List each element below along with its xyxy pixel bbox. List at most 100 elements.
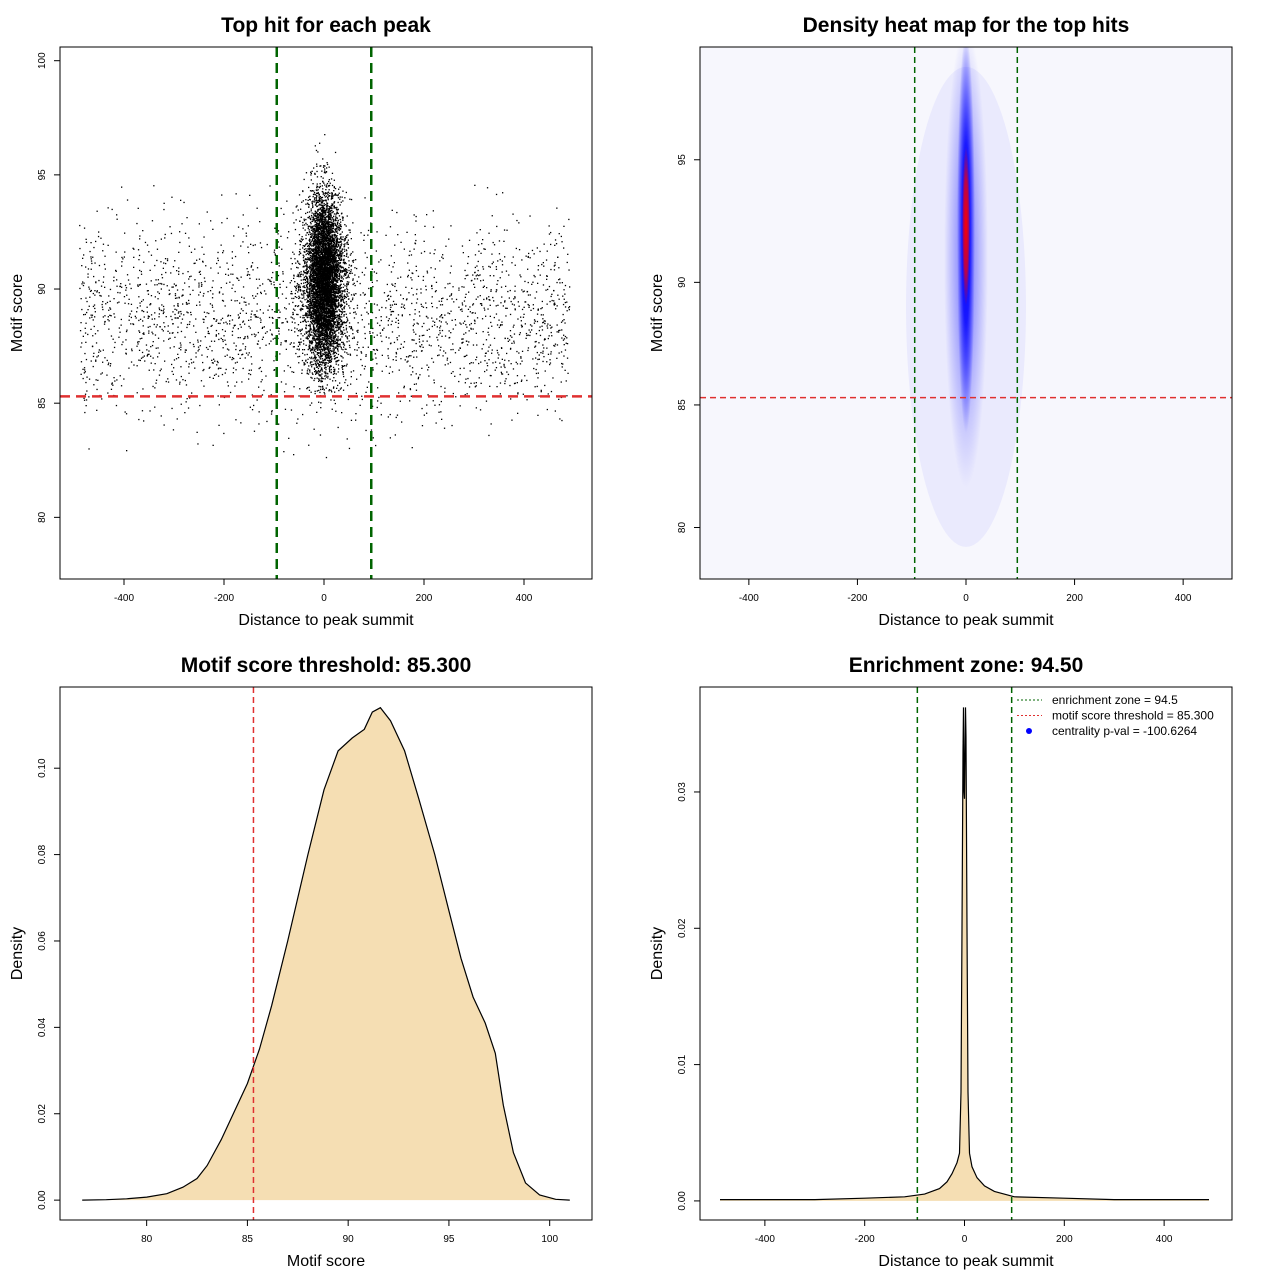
- scatter-point: [311, 274, 313, 277]
- scatter-point: [310, 272, 312, 274]
- scatter-point: [334, 230, 337, 232]
- scatter-point: [324, 193, 326, 195]
- scatter-point: [348, 335, 350, 337]
- scatter-point: [346, 288, 348, 290]
- scatter-point: [329, 231, 331, 233]
- scatter-point: [331, 172, 334, 174]
- scatter-point: [336, 273, 338, 276]
- scatter-point: [324, 196, 326, 198]
- scatter-point: [331, 230, 333, 232]
- scatter-point: [325, 243, 327, 245]
- scatter-point: [303, 286, 305, 288]
- scatter-point: [345, 335, 347, 337]
- scatter-point: [338, 241, 341, 243]
- scatter-point: [338, 278, 340, 280]
- scatter-point: [310, 331, 312, 333]
- scatter-point: [331, 320, 333, 322]
- scatter-point: [310, 248, 312, 250]
- scatter-point: [307, 320, 309, 323]
- scatter-point: [323, 224, 325, 226]
- scatter-point: [340, 271, 342, 274]
- scatter-point: [315, 263, 317, 265]
- scatter-point: [329, 309, 332, 311]
- scatter-point: [337, 292, 339, 295]
- scatter-point: [325, 218, 327, 221]
- scatter-point: [306, 202, 309, 204]
- scatter-point: [336, 319, 338, 321]
- scatter-point: [315, 217, 317, 219]
- scatter-point: [315, 204, 317, 206]
- scatter-point: [314, 255, 316, 257]
- scatter-point: [332, 195, 334, 197]
- scatter-point: [317, 283, 319, 285]
- scatter-point: [318, 363, 320, 366]
- scatter-point: [299, 288, 301, 291]
- scatter-point: [320, 361, 322, 363]
- scatter-point: [318, 276, 320, 278]
- scatter-point: [330, 250, 332, 253]
- scatter-point: [329, 294, 331, 297]
- scatter-point: [299, 220, 301, 222]
- scatter-point: [307, 216, 309, 219]
- scatter-point: [343, 311, 345, 313]
- scatter-point: [323, 210, 325, 212]
- scatter-point: [327, 236, 329, 239]
- scatter-point: [327, 343, 330, 345]
- scatter-point: [302, 340, 305, 342]
- scatter-point: [330, 339, 332, 341]
- scatter-point: [329, 246, 331, 248]
- scatter-point: [336, 345, 338, 347]
- scatter-point: [309, 283, 312, 285]
- scatter-point: [346, 284, 348, 286]
- scatter-point: [322, 253, 324, 256]
- scatter-point: [322, 225, 324, 227]
- scatter-point: [314, 308, 317, 311]
- scatter-point: [336, 209, 338, 211]
- scatter-point: [336, 235, 338, 237]
- scatter-point: [346, 320, 348, 323]
- scatter-point: [330, 364, 332, 367]
- scatter-point: [344, 239, 346, 241]
- scatter-point: [328, 302, 330, 304]
- scatter-point: [319, 339, 321, 341]
- scatter-point: [319, 287, 321, 289]
- scatter-point: [309, 329, 311, 331]
- scatter-point: [331, 317, 333, 320]
- scatter-point: [338, 256, 340, 258]
- scatter-point: [331, 408, 333, 410]
- scatter-point: [314, 348, 316, 350]
- scatter-point: [319, 260, 321, 262]
- scatter-point: [339, 297, 341, 299]
- scatter-point: [324, 210, 326, 212]
- scatter-point: [308, 252, 310, 255]
- scatter-point: [332, 333, 334, 335]
- scatter-point: [338, 297, 340, 299]
- scatter-point: [340, 237, 342, 240]
- scatter-point: [316, 361, 318, 363]
- scatter-point: [335, 235, 337, 237]
- scatter-point: [319, 142, 321, 144]
- scatter-point: [320, 315, 322, 317]
- scatter-point: [329, 228, 331, 230]
- scatter-point: [321, 299, 323, 302]
- scatter-point: [311, 279, 313, 281]
- scatter-point: [334, 269, 337, 271]
- scatter-point: [340, 311, 342, 313]
- scatter-point: [327, 375, 329, 378]
- scatter-point: [302, 221, 304, 224]
- scatter-point: [312, 276, 314, 278]
- scatter-point: [333, 201, 335, 203]
- scatter-point: [334, 264, 337, 266]
- scatter-point: [343, 273, 346, 276]
- scatter-point: [326, 163, 329, 166]
- scatter-point: [304, 229, 306, 231]
- scatter-point: [318, 261, 320, 264]
- scatter-point: [334, 253, 336, 255]
- scatter-point: [332, 223, 334, 225]
- scatter-point: [314, 329, 316, 331]
- scatter-point: [344, 305, 346, 307]
- scatter-point: [322, 354, 324, 356]
- scatter-point: [316, 318, 319, 320]
- scatter-point: [322, 312, 324, 315]
